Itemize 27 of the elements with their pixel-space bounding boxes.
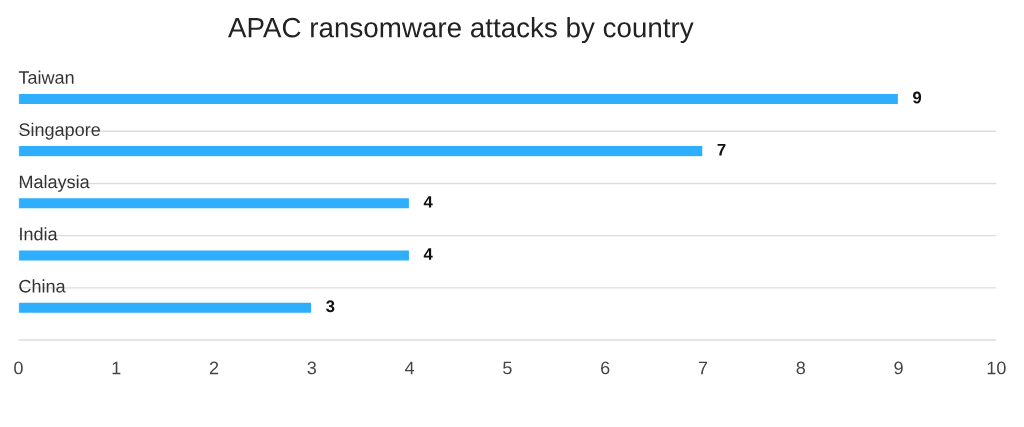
bar <box>18 144 704 158</box>
x-tick-label: 9 <box>894 361 903 375</box>
bar <box>18 92 900 106</box>
y-tick-label: Taiwan <box>18 70 74 84</box>
x-tick-label: 1 <box>112 361 121 375</box>
bar <box>18 301 313 315</box>
x-tick-label: 4 <box>404 361 415 375</box>
data-label: 9 <box>913 91 922 104</box>
x-tick-label: 6 <box>601 361 610 375</box>
chart-title: APAC ransomware attacks by country <box>228 17 694 43</box>
data-label: 7 <box>717 143 726 156</box>
y-tick-label: Malaysia <box>19 174 90 192</box>
x-tick-label: 2 <box>209 361 219 375</box>
bar <box>18 249 411 262</box>
y-tick-label: Singapore <box>19 122 100 140</box>
data-label: 4 <box>423 248 433 260</box>
x-tick-label: 7 <box>698 361 708 375</box>
x-tick-label: 10 <box>987 361 1006 375</box>
y-tick-label: India <box>20 227 58 241</box>
data-label: 3 <box>326 300 335 313</box>
x-tick-label: 5 <box>503 361 512 375</box>
y-tick-label: China <box>19 279 66 293</box>
x-tick-label: 3 <box>307 361 317 375</box>
data-label: 4 <box>423 196 433 208</box>
x-tick-label: 0 <box>14 361 23 375</box>
x-tick-label: 8 <box>796 361 805 375</box>
bar <box>18 196 411 210</box>
